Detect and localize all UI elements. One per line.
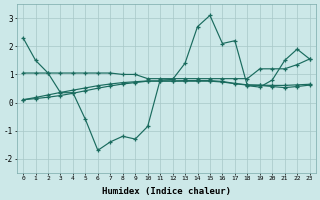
- X-axis label: Humidex (Indice chaleur): Humidex (Indice chaleur): [102, 187, 231, 196]
